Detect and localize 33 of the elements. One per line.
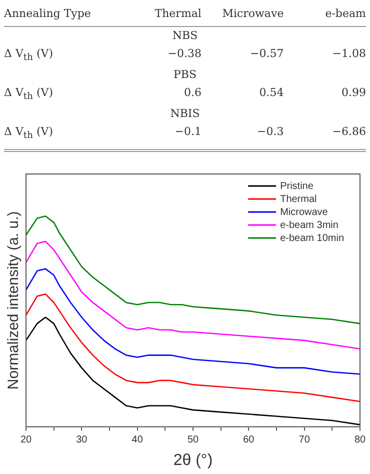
legend-label: Microwave [280,206,328,218]
text: −6.86 [331,125,366,140]
legend-label: e-beam 3min [280,219,338,230]
legend-label: e-beam 10min [280,232,344,244]
text: NBS [171,28,199,44]
text: −1.08 [331,47,366,62]
y-axis-title: Normalized intensity (a. u.) [5,210,22,390]
text: PBS [172,67,198,84]
text: Δ V$_{th}$ (V) [4,125,54,142]
x-tick-label: 30 [76,434,88,446]
text: −0.57 [249,47,284,62]
text: NBIS [169,106,201,122]
text: 0.54 [258,86,284,102]
x-tick-label: 60 [243,434,255,446]
legend-label: Pristine [280,180,314,192]
text: Δ V$_{th}$ (V) [4,47,54,64]
x-tick-label: 40 [132,434,144,446]
x-tick-label: 50 [187,434,199,446]
x-tick-label: 70 [298,434,310,446]
x-tick-label: 80 [354,434,366,446]
x-tick-label: 20 [20,434,32,446]
text: Thermal [154,7,202,20]
text: 0.99 [340,86,366,102]
legend-label: Thermal [280,193,317,204]
text: −0.1 [174,125,202,140]
text: Annealing Type [4,7,92,20]
text: e-beam [324,7,366,20]
text: 0.6 [182,86,202,102]
text: −0.3 [256,125,284,140]
x-axis-title: 2θ (°) [173,451,213,468]
text: −0.38 [166,47,202,62]
text: Δ V$_{th}$ (V) [4,86,54,102]
text: Microwave [221,7,284,20]
